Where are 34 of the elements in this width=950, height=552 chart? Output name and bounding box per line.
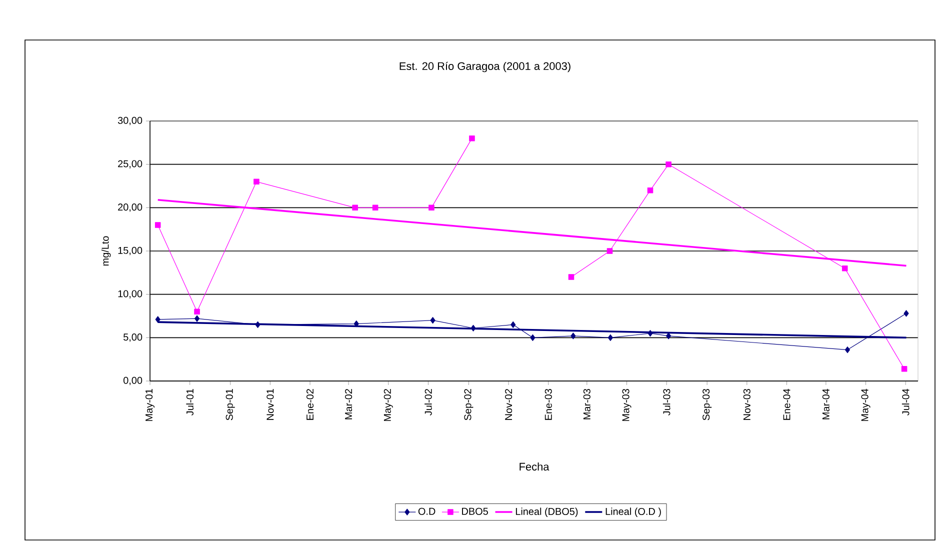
x-tick-label: Ene-04 <box>783 388 790 420</box>
x-tick-label: Mar-04 <box>822 388 830 420</box>
x-tick-label: May-04 <box>861 388 870 421</box>
x-tick-label: Sep-01 <box>226 389 235 420</box>
chart-title: Est. 20 Río Garagoa (2001 a 2003) <box>400 62 570 72</box>
x-tick-label: Jul-01 <box>186 389 194 416</box>
x-tick-label: Mar-03 <box>583 388 590 420</box>
x-tick-label: May-01 <box>146 389 155 421</box>
x-tick-label: Nov-02 <box>505 389 512 420</box>
x-tick-label: Ene-03 <box>544 388 552 420</box>
x-tick-label: Jul-04 <box>902 388 910 416</box>
y-axis-title: mg/Lto <box>101 236 111 266</box>
x-axis-title: Fecha <box>520 462 550 471</box>
x-tick-label: May-03 <box>622 388 632 421</box>
x-tick-label: Jul-03 <box>662 388 670 416</box>
y-tick-label: 25,00 <box>118 160 142 168</box>
y-tick-label: 10,00 <box>118 290 142 298</box>
y-tick-label: 20,00 <box>118 204 142 212</box>
legend-label: Lineal (DBO5) <box>516 508 578 517</box>
x-tick-label: Nov-03 <box>743 388 750 420</box>
y-tick-label: 15,00 <box>118 246 142 256</box>
x-tick-label: Sep-03 <box>702 388 712 420</box>
x-tick-label: Jul-02 <box>424 389 432 416</box>
x-tick-label: Ene-02 <box>306 389 314 420</box>
y-tick-label: 0,00 <box>123 376 142 386</box>
x-tick-label: Mar-02 <box>345 389 352 420</box>
y-tick-label: 5,00 <box>124 334 142 342</box>
legend-label: Lineal (O.D ) <box>606 508 661 517</box>
x-tick-label: May-02 <box>384 389 393 421</box>
y-tick-label: 30,00 <box>118 116 142 126</box>
legend-label: DBO5 <box>462 508 488 515</box>
legend-label: O.D <box>418 508 436 515</box>
x-tick-label: Nov-01 <box>266 389 274 420</box>
x-tick-label: Sep-02 <box>464 389 474 420</box>
